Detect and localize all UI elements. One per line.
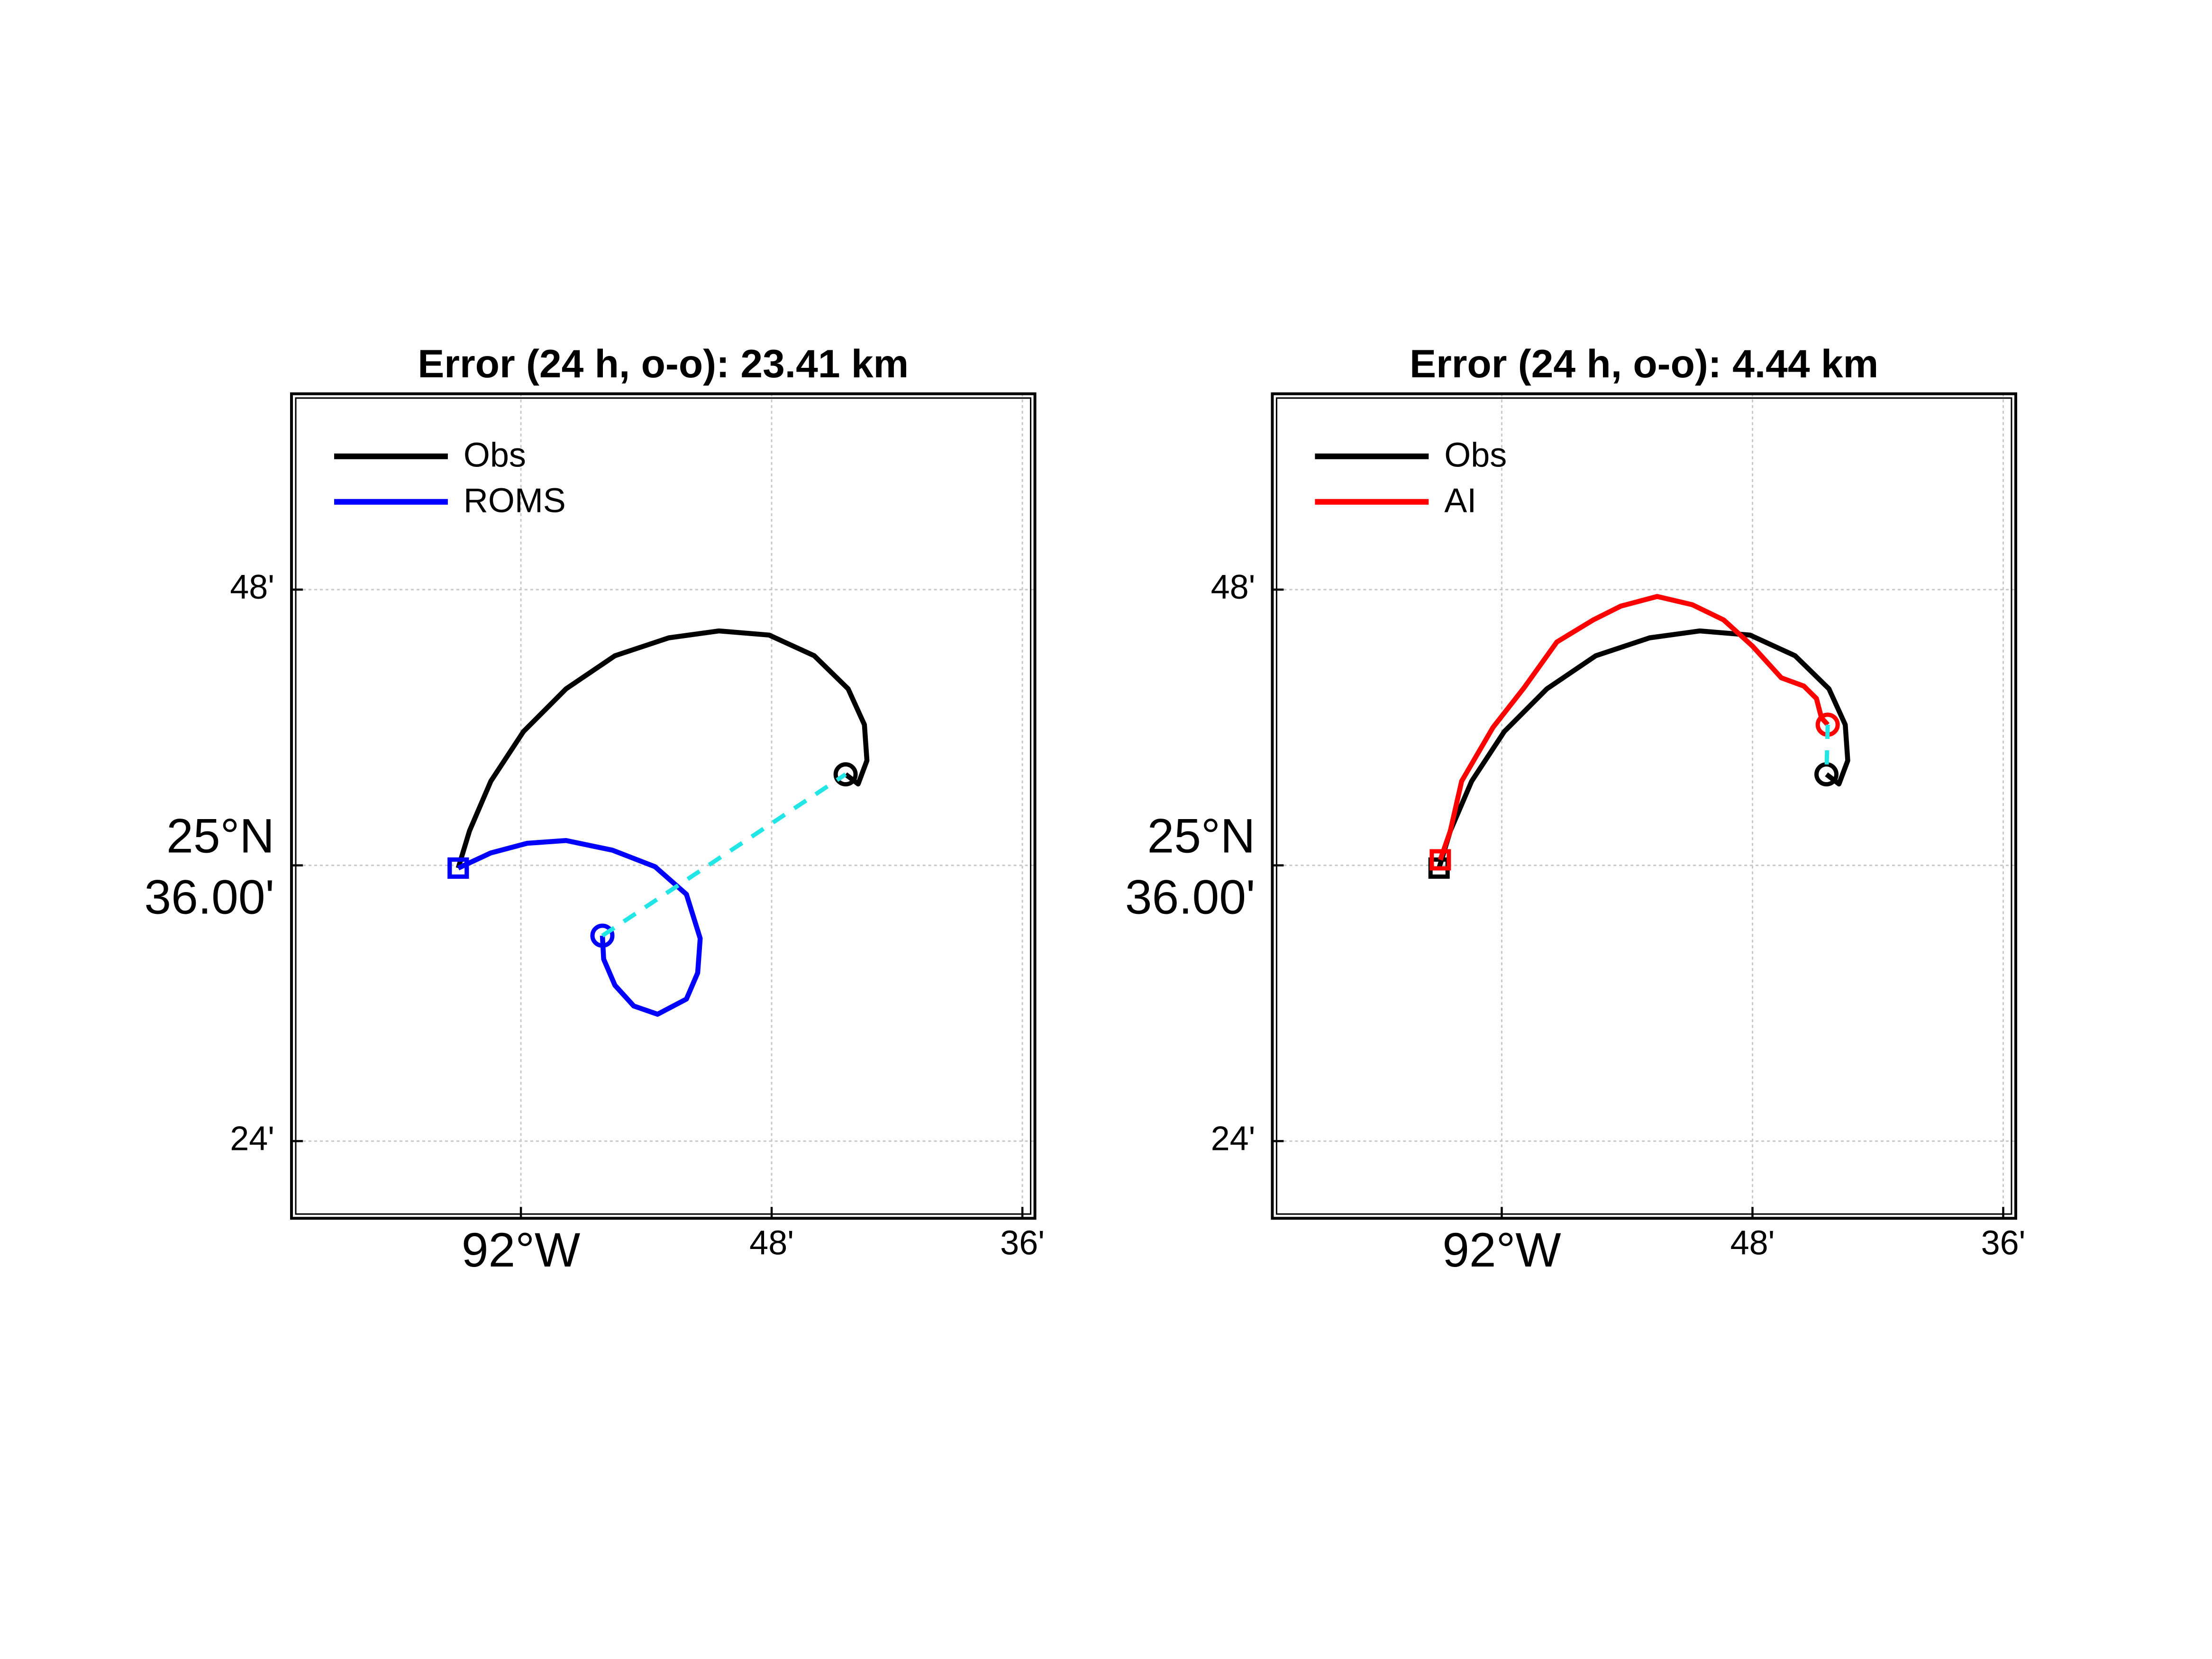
start-marker (1429, 849, 1451, 871)
x-tick-label: 36' (1981, 1224, 2026, 1262)
y-tick-label: 24' (230, 1120, 274, 1158)
error-line (601, 772, 847, 938)
legend-label: AI (1444, 482, 1476, 520)
legend-label: Obs (464, 437, 526, 474)
legend-label: Obs (1444, 437, 1507, 474)
y-tick-label: 25°N 36.00' (144, 809, 274, 924)
x-tick-label: 92°W (1442, 1223, 1561, 1277)
x-tick-label: 48' (1730, 1224, 1775, 1262)
end-marker (590, 923, 615, 948)
y-tick-label: 48' (230, 568, 274, 606)
y-tick-label: 24' (1211, 1120, 1256, 1158)
error-line (1824, 724, 1830, 775)
track-line (1438, 594, 1830, 861)
x-tick-label: 36' (1000, 1224, 1045, 1262)
start-marker (447, 857, 469, 879)
track-line (455, 628, 870, 869)
subplot: Error (24 h, o-o): 4.44 km 92°W 48' 36' 24' 2… (1125, 341, 2026, 1277)
legend-label: ROMS (464, 482, 566, 520)
frame (1271, 392, 2017, 1220)
y-tick-label: 25°N 36.00' (1125, 809, 1256, 924)
x-tick-label: 92°W (462, 1223, 580, 1277)
track-line (1437, 628, 1850, 869)
frame-inner (295, 397, 1032, 1215)
y-tick-label: 48' (1211, 568, 1256, 606)
track-line (457, 838, 703, 1017)
subplot: Error (24 h, o-o): 23.41 km 92°W 48' 36' 24'… (144, 341, 1045, 1277)
x-tick-label: 48' (749, 1224, 794, 1262)
end-marker (833, 762, 858, 787)
frame (290, 392, 1037, 1220)
frame-inner (1275, 397, 2012, 1215)
chart-title: Error (24 h, o-o): 23.41 km (418, 341, 909, 386)
chart-title: Error (24 h, o-o): 4.44 km (1410, 341, 1878, 386)
